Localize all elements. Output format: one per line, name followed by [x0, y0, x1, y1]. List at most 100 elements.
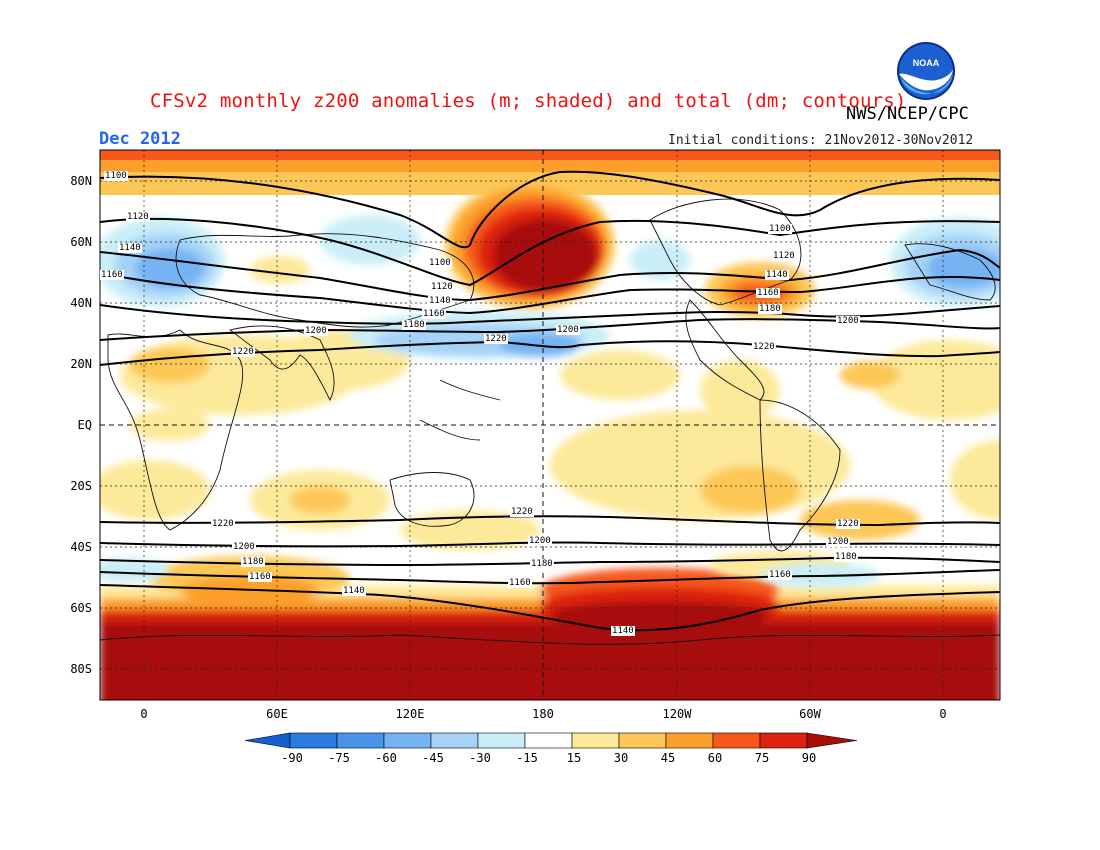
colorbar-label: 45	[660, 751, 676, 765]
lon-label: 60E	[266, 707, 288, 721]
colorbar-bin	[336, 732, 385, 749]
colorbar-bin	[712, 732, 761, 749]
lat-label: 80S	[70, 662, 92, 676]
contour-label: 1220	[510, 507, 534, 517]
contour-1160-south	[100, 569, 1000, 585]
contour-label: 1200	[826, 537, 850, 547]
lat-label: 60S	[70, 601, 92, 615]
contour-label: 1160	[248, 572, 272, 582]
contour-label: 1100	[428, 258, 452, 268]
lat-label: 20S	[70, 479, 92, 493]
north-pacific-positive-anomaly	[445, 180, 615, 310]
contour-label: 1200	[304, 326, 328, 336]
colorbar-label: -75	[328, 751, 350, 765]
contour-1200-south	[100, 541, 1000, 548]
contour-label: 1140	[118, 243, 142, 253]
colorbar-bin	[665, 732, 714, 749]
contour-label: 1160	[508, 578, 532, 588]
contour-1100	[100, 170, 1000, 249]
lon-label: 0	[939, 707, 947, 721]
colorbar-label: 60	[707, 751, 723, 765]
contour-label: 1140	[611, 626, 635, 636]
logo-text: NOAA	[913, 58, 940, 68]
colorbar-bin	[759, 732, 808, 749]
colorbar-bin	[806, 732, 858, 749]
lat-label: 20N	[70, 357, 92, 371]
colorbar-label: 30	[613, 751, 629, 765]
contour-1180-south	[100, 556, 1000, 567]
colorbar-label: -60	[375, 751, 397, 765]
contour-label: 1100	[768, 224, 792, 234]
contour-label: 1180	[402, 320, 426, 330]
lon-label: 60W	[799, 707, 821, 721]
contour-label: 1200	[232, 542, 256, 552]
colorbar-label: 15	[566, 751, 582, 765]
noaa-logo: NOAA	[895, 40, 957, 106]
colorbar-label: -15	[516, 751, 538, 765]
lat-label: 40S	[70, 540, 92, 554]
anomaly-shading	[100, 150, 1000, 700]
agency-label: NWS/NCEP/CPC	[846, 104, 969, 124]
contour-label: 1220	[211, 519, 235, 529]
colorbar-label: 75	[754, 751, 770, 765]
colorbar-bin	[477, 732, 526, 749]
lon-label: 0	[140, 707, 148, 721]
contour-label: 1180	[530, 559, 554, 569]
lat-label: 60N	[70, 235, 92, 249]
contour-1220-north	[100, 340, 1000, 366]
contour-label: 1220	[836, 519, 860, 529]
lat-label: 80N	[70, 174, 92, 188]
height-contours	[100, 170, 1000, 632]
contour-1220-south	[100, 515, 1000, 527]
forecast-month: Dec 2012	[99, 129, 181, 149]
contour-label: 1140	[428, 296, 452, 306]
lon-label: 120W	[662, 707, 692, 721]
contour-label: 1220	[231, 347, 255, 357]
contour-label: 1120	[430, 282, 454, 292]
contour-label: 1160	[422, 309, 446, 319]
colorbar-bin	[244, 732, 291, 749]
antarctic-positive-anomaly	[100, 556, 1000, 700]
contour-label: 1200	[836, 316, 860, 326]
colorbar-bin	[383, 732, 432, 749]
lon-label: 180	[532, 707, 554, 721]
lat-label: 40N	[70, 296, 92, 310]
colorbar-bin	[289, 732, 338, 749]
lon-label: 120E	[395, 707, 425, 721]
colorbar-label: -90	[281, 751, 303, 765]
colorbar-label: -30	[469, 751, 491, 765]
contour-label: 1200	[528, 536, 552, 546]
contour-label: 1160	[100, 270, 124, 280]
contour-label: 1180	[241, 557, 265, 567]
contour-label: 1220	[484, 334, 508, 344]
graticule	[100, 150, 1000, 700]
contour-label: 1200	[556, 325, 580, 335]
colorbar	[244, 732, 858, 749]
contour-label: 1180	[758, 304, 782, 314]
colorbar-label: -45	[422, 751, 444, 765]
colorbar-bin	[524, 732, 573, 749]
contour-label: 1140	[765, 270, 789, 280]
contour-label: 1140	[342, 586, 366, 596]
contour-label: 1160	[756, 288, 780, 298]
colorbar-bin	[618, 732, 667, 749]
contour-1160	[100, 272, 1000, 315]
contour-label: 1120	[126, 212, 150, 222]
colorbar-label: 90	[801, 751, 817, 765]
lat-label: EQ	[77, 418, 92, 432]
contour-1120	[100, 217, 1000, 287]
contour-label: 1180	[834, 552, 858, 562]
colorbar-bin	[430, 732, 479, 749]
colorbar-bin	[571, 732, 620, 749]
contour-1140-south	[100, 584, 1000, 632]
contour-label: 1160	[768, 570, 792, 580]
contour-label: 1100	[104, 171, 128, 181]
contour-1140	[100, 248, 1000, 302]
contour-label: 1120	[772, 251, 796, 261]
chart-title: CFSv2 monthly z200 anomalies (m; shaded)…	[150, 90, 907, 112]
map-frame	[99, 149, 1001, 701]
contour-label: 1220	[752, 342, 776, 352]
initial-conditions: Initial conditions: 21Nov2012-30Nov2012	[668, 133, 974, 148]
contour-1180	[100, 304, 1000, 325]
